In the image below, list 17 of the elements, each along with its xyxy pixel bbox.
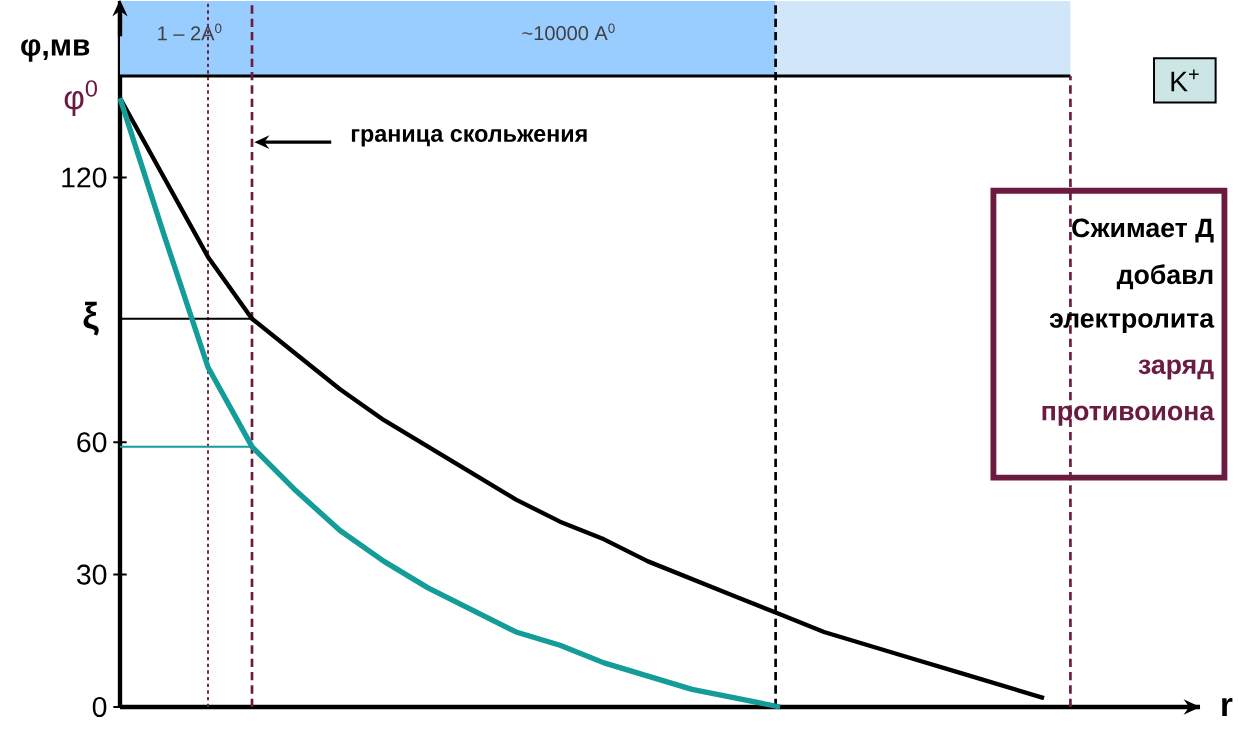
y-tick-label: 30 xyxy=(77,564,107,585)
y-tick-label: 0 xyxy=(92,696,107,718)
annotation: ~10000 A$^{0}$ xyxy=(522,23,615,41)
text: Сжимает Д xyxy=(1072,218,1214,243)
annotation: 1 – 2A$^{0}$ xyxy=(158,23,222,41)
text: r xyxy=(1222,698,1233,716)
annotation: противоиона xyxy=(1042,405,1215,426)
y-tick-label: 120 xyxy=(62,167,107,188)
text: K$^{+}$ xyxy=(1171,69,1199,92)
annotation: граница скольжения xyxy=(351,129,587,147)
text: φ$^{0}$ xyxy=(64,80,97,116)
text: ξ xyxy=(83,301,99,336)
y-axis-title: φ,мв xyxy=(21,39,90,62)
annotation: электролита xyxy=(1049,313,1215,334)
text: добавл xyxy=(1116,264,1213,290)
y-tick-label: 60 xyxy=(77,432,107,453)
text: заряд xyxy=(1138,359,1214,380)
